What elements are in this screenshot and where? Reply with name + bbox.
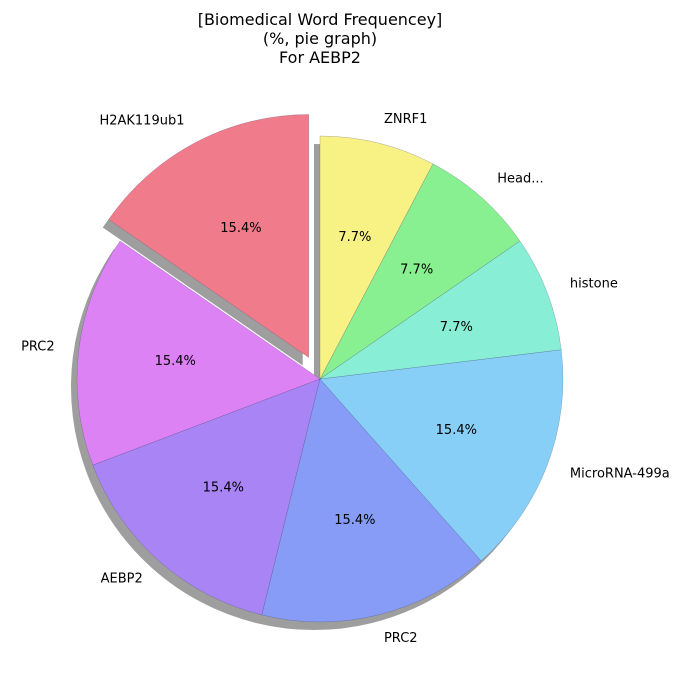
slice-label-h2ak119ub1-0: H2AK119ub1 — [99, 113, 184, 128]
pie-slice-prc2-3 — [261, 378, 482, 623]
pie-slice-head-6 — [319, 163, 521, 380]
slice-label-znrf1-7: ZNRF1 — [384, 112, 427, 127]
pie-slice-aebp2-2 — [92, 378, 321, 616]
pie-slice-h2ak119ub1-0 — [108, 114, 309, 358]
chart-title-line-2: (%, pie graph) — [262, 29, 378, 48]
slice-label-head-6: Head... — [497, 171, 543, 186]
chart-title-line-1: [Biomedical Word Frequencey] — [197, 10, 443, 29]
pie-labels: H2AK119ub1 15.4% PRC2 15.4% AEBP2 15.4% PRC2 15… — [21, 112, 670, 646]
slice-percent-prc2-1: 15.4% — [155, 354, 196, 369]
slice-label-microrna-499a-4: MicroRNA-499a — [570, 466, 670, 481]
slice-label-prc2-3: PRC2 — [384, 631, 418, 646]
slice-percent-znrf1-7: 7.7% — [338, 230, 371, 245]
slice-percent-prc2-3: 15.4% — [334, 513, 375, 528]
slice-percent-microrna-499a-4: 15.4% — [436, 423, 477, 438]
chart-title: [Biomedical Word Frequencey] (%, pie gra… — [0, 10, 640, 67]
slice-percent-h2ak119ub1-0: 15.4% — [220, 221, 261, 236]
slice-label-prc2-1: PRC2 — [21, 339, 55, 354]
slice-percent-histone-5: 7.7% — [440, 320, 473, 335]
slice-label-aebp2-2: AEBP2 — [101, 572, 143, 587]
slice-percent-aebp2-2: 15.4% — [203, 481, 244, 496]
pie-slice-prc2-1 — [76, 240, 321, 466]
slice-percent-head-6: 7.7% — [400, 262, 433, 277]
pie-slice-microrna-499a-4 — [319, 349, 564, 562]
slice-label-histone-5: histone — [570, 277, 618, 292]
chart-title-line-3: For AEBP2 — [279, 48, 361, 67]
pie-wedges — [76, 114, 564, 623]
pie-slice-znrf1-7 — [319, 135, 434, 380]
pie-slice-histone-5 — [319, 240, 562, 380]
